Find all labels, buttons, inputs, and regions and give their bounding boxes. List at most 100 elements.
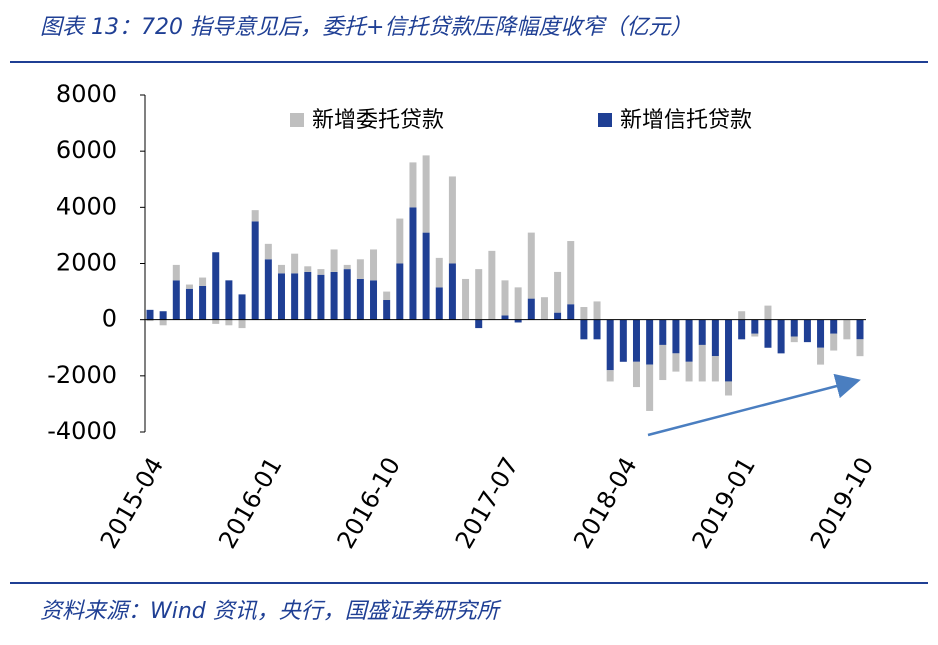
bar — [764, 305, 772, 320]
bar — [383, 300, 391, 320]
bar — [448, 263, 456, 320]
bar — [843, 319, 851, 340]
legend-label: 新增信托贷款 — [620, 108, 752, 133]
bar — [527, 298, 535, 320]
bar — [370, 280, 378, 320]
bar — [830, 319, 838, 334]
bar — [199, 285, 207, 320]
bar — [817, 319, 825, 348]
bar — [803, 319, 811, 343]
bar — [501, 315, 509, 320]
x-tick-label: 2015-04 — [95, 453, 169, 554]
bar — [448, 176, 456, 264]
bar — [475, 269, 483, 320]
y-tick-label: 8000 — [56, 80, 117, 108]
bar — [580, 319, 588, 340]
x-tick-label: 2016-10 — [332, 453, 406, 554]
bar — [593, 301, 601, 320]
bar — [422, 232, 430, 320]
bar — [527, 232, 535, 299]
bar — [606, 319, 614, 371]
bar — [698, 344, 706, 382]
y-tick-label: 0 — [102, 305, 117, 333]
bar — [396, 218, 404, 264]
bar — [146, 319, 154, 322]
bar — [580, 307, 588, 320]
bar — [646, 364, 654, 411]
bar — [790, 336, 798, 343]
x-tick-label: 2019-10 — [805, 453, 879, 554]
bar — [554, 312, 562, 320]
bar — [435, 287, 443, 320]
bar — [172, 280, 180, 320]
bar — [725, 381, 733, 396]
bar — [790, 319, 798, 337]
y-tick-label: -4000 — [47, 417, 117, 445]
bar — [711, 319, 719, 357]
bar — [435, 257, 443, 288]
bar — [606, 370, 614, 382]
bar — [251, 210, 259, 222]
bar — [277, 273, 285, 320]
bar — [185, 288, 193, 320]
bar — [830, 333, 838, 351]
bar — [619, 319, 627, 362]
bar — [632, 319, 640, 362]
bar — [172, 264, 180, 281]
bar — [409, 162, 417, 208]
bar — [370, 249, 378, 281]
bar — [475, 319, 483, 329]
bar — [632, 361, 640, 388]
legend-swatch — [598, 113, 612, 127]
bar — [409, 207, 417, 320]
y-tick-label: 4000 — [56, 192, 117, 220]
bar — [330, 271, 338, 320]
bar — [304, 271, 312, 320]
bar — [317, 274, 325, 320]
bar — [343, 264, 351, 270]
bar — [238, 319, 246, 329]
bar — [422, 155, 430, 233]
bar — [159, 311, 167, 320]
bar — [501, 280, 509, 316]
bar — [356, 278, 364, 320]
legend-label: 新增委托贷款 — [312, 108, 444, 133]
bar — [356, 259, 364, 279]
legend-swatch — [290, 113, 304, 127]
bar — [567, 241, 575, 305]
x-tick-label: 2016-01 — [213, 453, 287, 554]
x-tick-label: 2017-07 — [450, 453, 524, 554]
bar — [685, 319, 693, 362]
bar — [199, 277, 207, 286]
bar — [185, 284, 193, 289]
bar — [593, 319, 601, 340]
x-tick-label: 2018-04 — [568, 453, 642, 554]
bar — [291, 253, 299, 274]
bar — [251, 221, 259, 320]
bar — [738, 319, 746, 340]
bar — [659, 319, 667, 345]
bar — [488, 250, 496, 320]
bar — [856, 339, 864, 357]
bar — [777, 319, 785, 354]
bar — [159, 319, 167, 326]
bar — [264, 243, 272, 260]
bar — [291, 273, 299, 320]
bar — [225, 319, 233, 326]
bar — [330, 249, 338, 272]
bar — [711, 356, 719, 382]
bar — [514, 287, 522, 320]
y-tick-label: -2000 — [47, 361, 117, 389]
bar — [685, 361, 693, 382]
bar — [383, 291, 391, 301]
bar — [396, 263, 404, 320]
bar — [462, 278, 470, 320]
bar — [146, 309, 154, 320]
bar — [567, 304, 575, 320]
y-tick-label: 6000 — [56, 136, 117, 164]
bar — [343, 269, 351, 320]
bar — [856, 319, 864, 340]
bar — [514, 319, 522, 323]
bar — [225, 280, 233, 320]
